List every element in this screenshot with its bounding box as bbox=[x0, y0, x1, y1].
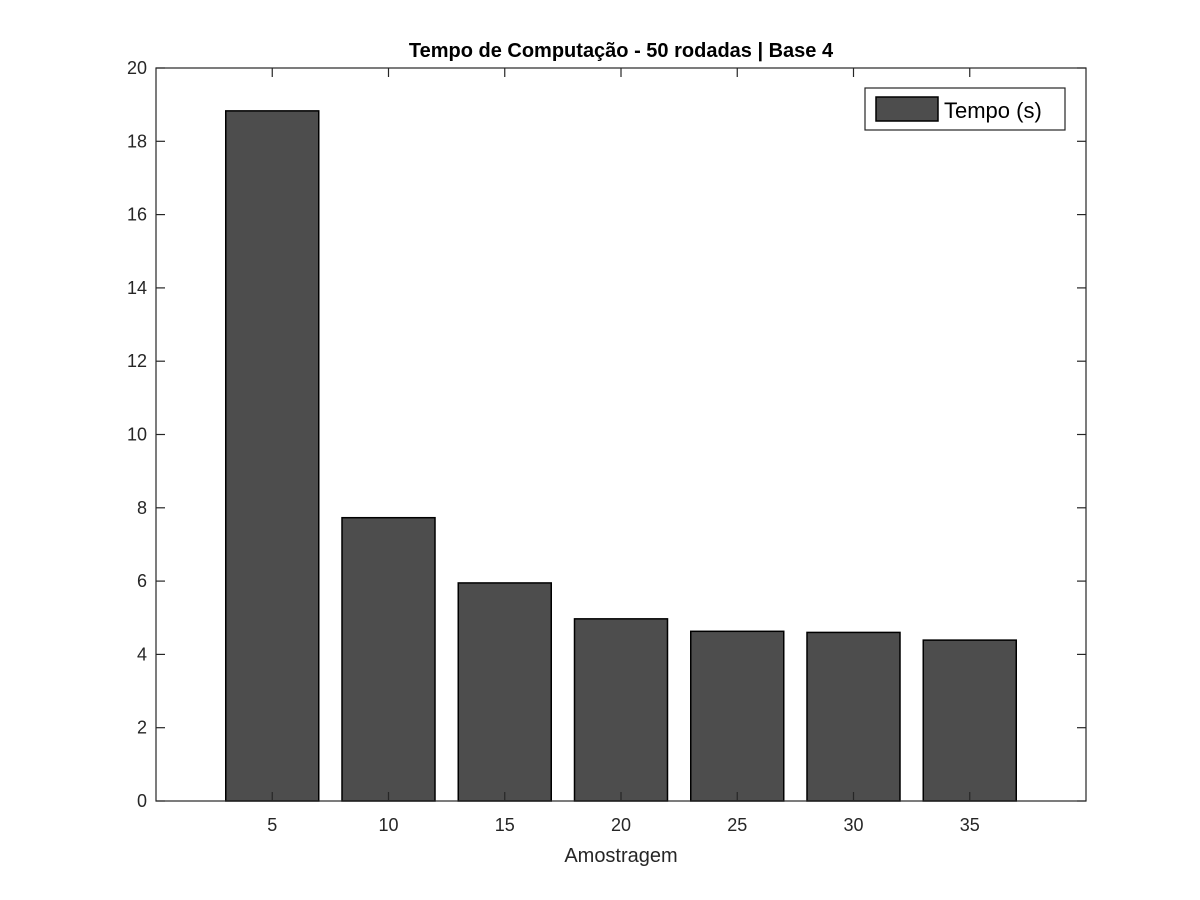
x-tick-label: 20 bbox=[611, 815, 631, 835]
x-tick-label: 5 bbox=[267, 815, 277, 835]
plot-frame bbox=[155, 67, 1087, 802]
y-axis-ticks: 0 2 4 6 8 10 12 14 16 18 20 bbox=[127, 58, 1086, 811]
x-tick-label: 15 bbox=[495, 815, 515, 835]
y-tick-label: 6 bbox=[137, 571, 147, 591]
x-tick-label: 10 bbox=[378, 815, 398, 835]
y-tick-label: 20 bbox=[127, 58, 147, 78]
y-tick-label: 16 bbox=[127, 205, 147, 225]
bar-25 bbox=[690, 630, 785, 802]
x-tick-label: 30 bbox=[843, 815, 863, 835]
y-tick-label: 2 bbox=[137, 718, 147, 738]
legend: Tempo (s) bbox=[864, 87, 1066, 131]
x-axis-ticks: 5 10 15 20 25 30 35 bbox=[267, 68, 980, 835]
legend-swatch bbox=[875, 96, 939, 122]
bar-30 bbox=[806, 631, 901, 802]
x-tick-label: 25 bbox=[727, 815, 747, 835]
y-tick-label: 8 bbox=[137, 498, 147, 518]
x-tick-label: 35 bbox=[960, 815, 980, 835]
y-tick-label: 18 bbox=[127, 131, 147, 151]
bar-10 bbox=[341, 516, 436, 802]
y-tick-label: 12 bbox=[127, 351, 147, 371]
x-axis-label: Amostragem bbox=[564, 845, 677, 867]
bars bbox=[225, 110, 1017, 802]
y-tick-label: 10 bbox=[127, 425, 147, 445]
chart-title: Tempo de Computação - 50 rodadas | Base … bbox=[409, 40, 834, 62]
y-tick-label: 14 bbox=[127, 278, 147, 298]
y-tick-label: 4 bbox=[137, 644, 147, 664]
bar-35 bbox=[922, 639, 1017, 802]
y-tick-label: 0 bbox=[137, 791, 147, 811]
legend-label: Tempo (s) bbox=[944, 98, 1042, 123]
bar-20 bbox=[573, 618, 669, 802]
bar-15 bbox=[457, 582, 552, 802]
bar-5 bbox=[225, 110, 320, 802]
